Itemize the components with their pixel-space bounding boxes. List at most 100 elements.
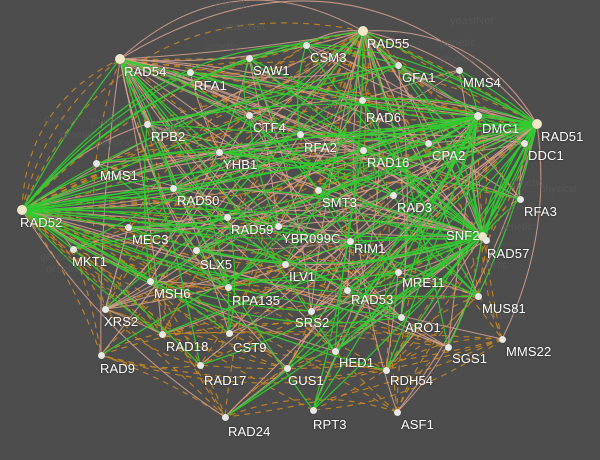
edge-genetic[interactable] (104, 308, 201, 366)
edge-yeastNet[interactable] (119, 58, 279, 227)
edge-genetic[interactable] (396, 115, 479, 413)
edge-yeastNet[interactable] (227, 235, 483, 288)
edge-yeastNet[interactable] (218, 115, 479, 153)
node-mms4[interactable] (455, 66, 463, 74)
edge-genetic[interactable] (284, 99, 363, 265)
edge-physical[interactable] (362, 30, 460, 71)
node-rad57[interactable] (482, 236, 490, 244)
node-smt3[interactable] (314, 186, 322, 194)
edge-genetic[interactable] (21, 44, 307, 211)
edge-yeastNet[interactable] (146, 103, 538, 125)
node-mec3[interactable] (124, 223, 132, 231)
edge-yeastNet[interactable] (21, 151, 220, 211)
edge-yeastNet[interactable] (361, 99, 479, 297)
edge-yeastNet[interactable] (397, 64, 479, 117)
node-aro1[interactable] (397, 313, 405, 321)
edge-physical[interactable] (353, 30, 398, 413)
edge-yeastNet[interactable] (195, 64, 399, 251)
edge-yeastNet[interactable] (248, 57, 399, 273)
node-msh6[interactable] (146, 277, 154, 285)
edge-yeastNet[interactable] (227, 286, 230, 334)
edge-yeastNet[interactable] (72, 123, 538, 250)
edge-yeastNet[interactable] (305, 44, 538, 125)
edge-physical[interactable] (104, 57, 250, 310)
edge-genetic[interactable] (127, 181, 521, 228)
node-rad24[interactable] (221, 413, 229, 421)
edge-genetic[interactable] (385, 235, 483, 371)
edge-yeastNet[interactable] (447, 235, 483, 348)
edge-genetic[interactable] (100, 354, 226, 418)
node-hed1[interactable] (331, 347, 339, 355)
edge-physical[interactable] (362, 30, 538, 125)
edge-physical[interactable] (172, 187, 336, 352)
node-ilv1[interactable] (281, 260, 289, 268)
edge-yeastNet[interactable] (21, 209, 201, 366)
node-yhb1[interactable] (215, 148, 223, 156)
edge-yeastNet[interactable] (21, 167, 521, 211)
node-rpb2[interactable] (143, 120, 151, 128)
edge-genetic[interactable] (100, 354, 201, 369)
edge-physical[interactable] (362, 149, 483, 237)
edge-genetic[interactable] (161, 295, 479, 335)
node-cst9[interactable] (225, 329, 233, 337)
edge-genetic[interactable] (224, 398, 398, 418)
node-cpa2[interactable] (424, 139, 432, 147)
node-rad50[interactable] (169, 184, 177, 192)
edge-genetic[interactable] (189, 71, 312, 312)
node-ctf4[interactable] (245, 111, 253, 119)
node-mms1[interactable] (92, 159, 100, 167)
node-sgs1[interactable] (444, 343, 452, 351)
edge-genetic[interactable] (21, 209, 348, 291)
edge-yeastNet[interactable] (362, 30, 449, 348)
edge-yeastNet[interactable] (95, 123, 538, 164)
node-rad55[interactable] (358, 26, 368, 36)
node-rad54[interactable] (115, 54, 125, 64)
edge-genetic[interactable] (312, 295, 479, 411)
edge-physical[interactable] (172, 149, 364, 189)
edge-yeastNet[interactable] (172, 30, 364, 189)
edge-yeastNet[interactable] (195, 225, 279, 251)
edge-yeastNet[interactable] (224, 235, 483, 418)
edge-genetic[interactable] (100, 338, 503, 379)
edge-yeastNet[interactable] (286, 235, 483, 369)
edge-physical[interactable] (248, 57, 429, 144)
edge-genetic[interactable] (21, 209, 106, 310)
edge-genetic[interactable] (385, 123, 538, 371)
edge-yeastNet[interactable] (21, 209, 163, 335)
edge-yeastNet[interactable] (21, 188, 483, 237)
edge-physical[interactable] (305, 30, 364, 46)
node-dmc1[interactable] (474, 112, 482, 120)
edge-genetic[interactable] (218, 123, 538, 161)
edge-genetic[interactable] (312, 338, 503, 411)
edge-physical[interactable] (119, 58, 288, 369)
node-xrs2[interactable] (101, 305, 109, 313)
node-rad59[interactable] (223, 213, 231, 221)
edge-yeastNet[interactable] (21, 209, 402, 318)
edge-physical[interactable] (21, 69, 460, 211)
edge-genetic[interactable] (385, 295, 479, 371)
edge-yeastNet[interactable] (481, 142, 525, 237)
edge-yeastNet[interactable] (146, 64, 399, 125)
edge-genetic[interactable] (346, 30, 367, 291)
node-rpa135[interactable] (224, 283, 232, 291)
edge-genetic[interactable] (100, 354, 387, 384)
edge-yeastNet[interactable] (297, 44, 307, 135)
edge-physical[interactable] (95, 115, 479, 164)
node-ddc1[interactable] (520, 139, 528, 147)
edge-physical[interactable] (385, 235, 483, 371)
node-ybr099c[interactable] (274, 222, 282, 230)
edge-genetic[interactable] (100, 322, 449, 356)
edge-physical[interactable] (119, 58, 402, 318)
edge-genetic[interactable] (228, 320, 449, 348)
edge-yeastNet[interactable] (100, 123, 538, 356)
edge-genetic[interactable] (21, 209, 229, 288)
edge-genetic[interactable] (199, 364, 226, 418)
edge-genetic[interactable] (277, 30, 364, 227)
edge-yeastNet[interactable] (21, 44, 307, 211)
edge-physical[interactable] (104, 226, 129, 310)
edge-yeastNet[interactable] (284, 234, 483, 265)
node-rfa3[interactable] (516, 195, 524, 203)
node-rad6[interactable] (358, 96, 366, 104)
node-rfa2[interactable] (296, 130, 304, 138)
